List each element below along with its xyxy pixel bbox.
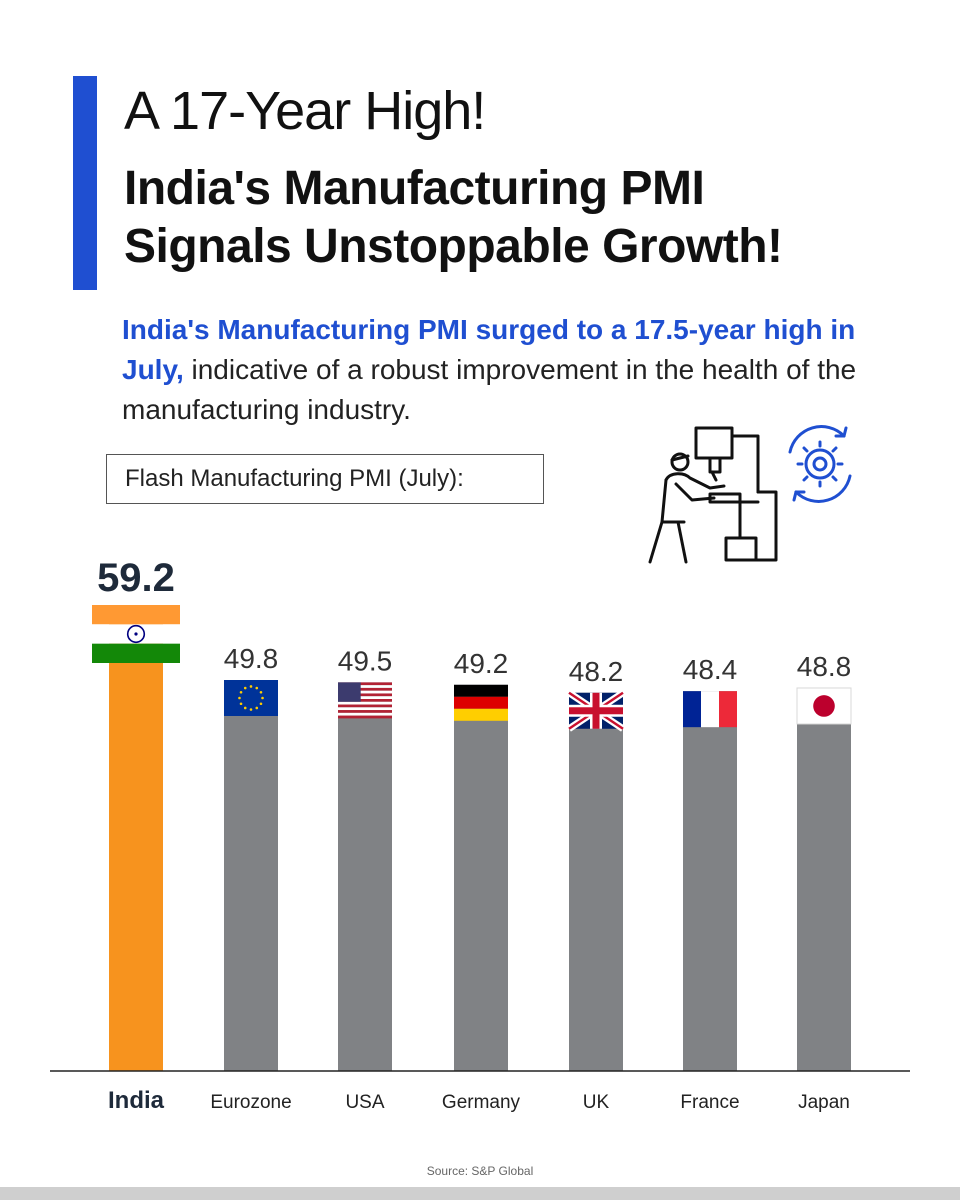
uk-flag-icon	[567, 689, 625, 732]
value-label: 49.2	[454, 648, 509, 679]
value-label: 59.2	[97, 556, 175, 600]
bar-eurozone	[224, 680, 278, 1071]
page-title: A 17-Year High!	[124, 81, 486, 141]
value-label: 48.2	[569, 656, 624, 687]
source-note: Source: S&P Global	[426, 1164, 534, 1178]
value-label: 48.8	[797, 651, 852, 682]
bar-japan	[797, 687, 851, 1071]
category-label: Eurozone	[210, 1092, 291, 1113]
category-label: UK	[583, 1092, 610, 1113]
intro-rest: indicative of a robust improvement in th…	[122, 354, 857, 425]
france-flag-icon	[683, 691, 737, 728]
value-label: 49.8	[224, 643, 279, 674]
factory-worker-icon	[648, 425, 852, 564]
bar-germany	[454, 684, 508, 1071]
value-label: 48.4	[683, 654, 738, 685]
japan-flag-icon	[796, 687, 852, 725]
bar-uk	[569, 692, 623, 1071]
bar-france	[683, 691, 737, 1071]
intro-paragraph: India's Manufacturing PMI surged to a 17…	[122, 310, 912, 430]
title-accent-bar	[73, 76, 97, 290]
bottom-strip	[0, 1187, 960, 1200]
bar-india	[109, 605, 163, 1071]
germany-flag-icon	[454, 684, 508, 721]
usa-flag-icon	[338, 682, 392, 719]
category-label: Japan	[798, 1092, 850, 1113]
category-label: Germany	[442, 1092, 521, 1113]
subtitle-line-1: India's Manufacturing PMI	[124, 162, 705, 215]
category-label: USA	[345, 1092, 384, 1113]
page-subtitle: India's Manufacturing PMI Signals Unstop…	[124, 160, 783, 276]
bar-usa	[338, 682, 392, 1071]
india-flag-icon	[92, 605, 180, 663]
category-label: France	[680, 1092, 739, 1113]
intro-highlight: India's Manufacturing PMI surged to a 17…	[122, 314, 856, 385]
eu-flag-icon	[224, 680, 278, 716]
subtitle-line-2: Signals Unstoppable Growth!	[124, 220, 783, 273]
category-label: India	[108, 1087, 165, 1114]
value-label: 49.5	[338, 645, 393, 676]
chart-label-box: Flash Manufacturing PMI (July):	[106, 454, 544, 504]
